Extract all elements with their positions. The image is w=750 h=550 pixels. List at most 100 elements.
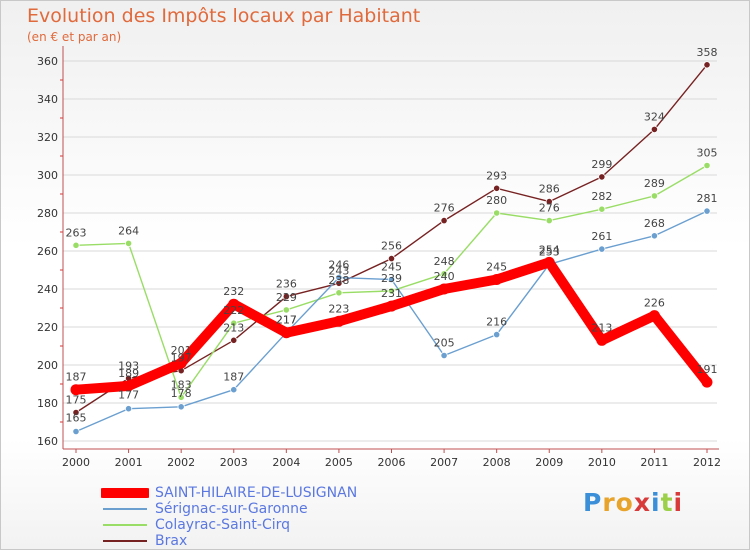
data-point [493,185,499,191]
data-point [651,233,657,239]
x-tick-label: 2009 [535,456,563,469]
y-tick-label: 320 [37,131,58,144]
data-label: 223 [328,302,349,315]
data-label: 217 [276,314,297,327]
data-point [439,284,450,295]
data-label: 276 [434,202,455,215]
data-label: 205 [434,337,455,350]
data-label: 213 [223,321,244,334]
data-label: 289 [644,177,665,190]
y-tick-label: 220 [37,321,58,334]
x-tick-label: 2007 [430,456,458,469]
y-tick-label: 160 [37,435,58,448]
y-tick-label: 360 [37,55,58,68]
x-tick-label: 2011 [640,456,668,469]
data-point [73,428,79,434]
x-tick-label: 2008 [483,456,511,469]
data-label: 213 [591,321,612,334]
data-label: 187 [66,371,87,384]
data-point [544,257,555,268]
data-point [546,217,552,223]
y-tick-label: 200 [37,359,58,372]
proxiti-logo: Proxiti [583,488,683,517]
legend-label: Brax [155,533,187,549]
data-point [441,217,447,223]
logo-letter: r [602,488,615,517]
data-label: 358 [697,46,718,59]
data-point [493,331,499,337]
logo-letter: P [583,488,602,517]
legend-label: Sérignac-sur-Garonne [155,501,308,517]
data-point [651,193,657,199]
data-label: 231 [381,287,402,300]
data-label: 286 [539,183,560,196]
data-label: 282 [591,190,612,203]
x-tick-label: 2004 [272,456,300,469]
data-label: 187 [223,371,244,384]
legend-swatch [101,501,149,517]
data-point [231,387,237,393]
data-label: 276 [539,202,560,215]
data-point [704,62,710,68]
data-label: 216 [486,316,507,329]
x-tick-label: 2005 [325,456,353,469]
data-point [596,335,607,346]
data-label: 193 [118,359,139,372]
data-label: 240 [434,270,455,283]
data-label: 299 [591,158,612,171]
legend-swatch [101,485,149,501]
logo-letter: t [661,488,674,517]
data-point [73,242,79,248]
x-tick-label: 2012 [693,456,721,469]
data-point [386,301,397,312]
data-label: 197 [171,352,192,365]
y-tick-label: 240 [37,283,58,296]
data-point [336,290,342,296]
data-point [281,327,292,338]
data-point [649,310,660,321]
y-tick-label: 300 [37,169,58,182]
legend-swatch [101,517,149,533]
legend-item: Colayrac-Saint-Cirq [101,517,357,533]
data-label: 226 [644,297,665,310]
data-label: 245 [486,261,507,274]
data-label: 232 [223,285,244,298]
data-point [125,406,131,412]
data-label: 175 [66,394,87,407]
y-tick-label: 180 [37,397,58,410]
data-point [231,337,237,343]
legend: SAINT-HILAIRE-DE-LUSIGNAN Sérignac-sur-G… [101,485,357,549]
data-label: 229 [276,291,297,304]
data-label: 264 [118,224,139,237]
data-label: 253 [539,245,560,258]
legend-item: Brax [101,533,357,549]
x-tick-label: 2006 [378,456,406,469]
data-label: 248 [434,255,455,268]
y-tick-label: 280 [37,207,58,220]
data-label: 236 [276,278,297,291]
data-label: 256 [381,240,402,253]
logo-letter: i [674,488,684,517]
data-point [702,377,713,388]
x-tick-label: 2010 [588,456,616,469]
legend-item: SAINT-HILAIRE-DE-LUSIGNAN [101,485,357,501]
x-tick-label: 2001 [115,456,143,469]
data-label: 268 [644,217,665,230]
data-point [704,162,710,168]
data-label: 243 [328,264,349,277]
data-label: 281 [697,192,718,205]
data-point [599,246,605,252]
data-label: 165 [66,412,87,425]
legend-label: SAINT-HILAIRE-DE-LUSIGNAN [155,485,357,501]
logo-letter: i [651,488,661,517]
legend-label: Colayrac-Saint-Cirq [155,517,290,533]
chart-frame: Evolution des Impôts locaux par Habitant… [0,0,750,550]
data-point [651,126,657,132]
data-label: 183 [171,378,192,391]
legend-swatch [101,533,149,549]
data-point [441,352,447,358]
data-label: 305 [697,147,718,160]
data-point [704,208,710,214]
logo-letter: o [616,488,634,517]
data-point [125,240,131,246]
